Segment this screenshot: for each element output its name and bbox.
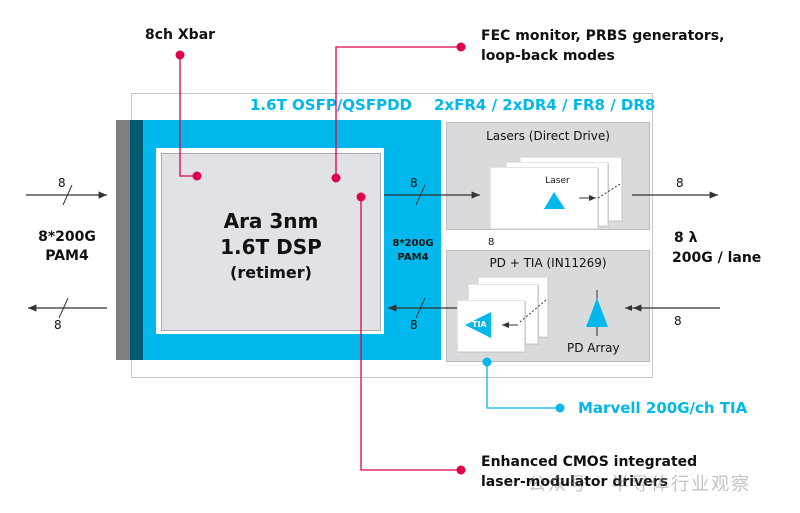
tia-card: [457, 300, 525, 352]
line-rx-lanes: 8: [674, 314, 682, 328]
line-line1: 8 λ: [674, 230, 698, 246]
xbar-callout: 8ch Xbar: [145, 27, 216, 43]
dsp-line2: 1.6T DSP: [220, 235, 322, 259]
tia-callout: Marvell 200G/ch TIA: [578, 399, 748, 417]
dsp-line1: Ara 3nm: [223, 209, 319, 233]
host-rx-lanes: 8: [58, 176, 66, 190]
line-line2: 200G / lane: [672, 250, 762, 266]
internal-tx-lanes: 8: [410, 176, 418, 190]
internal-rx-lanes: 8: [410, 318, 418, 332]
line-tx-lanes: 8: [676, 176, 684, 190]
form-factor-label: 1.6T OSFP/QSFPDD: [250, 96, 412, 114]
tia-label: TIA: [472, 320, 487, 329]
host-signal-label: 8*200G PAM4: [26, 228, 108, 266]
fec-line1: FEC monitor, PRBS generators,: [481, 28, 725, 44]
connector-inner: [130, 120, 143, 360]
edge-connector: [116, 120, 130, 360]
internal-mid-lanes: 8: [488, 237, 495, 248]
optics-label: 2xFR4 / 2xDR4 / FR8 / DR8: [434, 96, 656, 114]
internal-line2: PAM4: [397, 252, 429, 263]
internal-line1: 8*200G: [392, 238, 434, 249]
dsp-label: Ara 3nm 1.6T DSP (retimer): [161, 208, 381, 286]
pd-array-label: PD Array: [567, 341, 620, 355]
cmos-callout: Enhanced CMOS integrated laser-modulator…: [481, 452, 697, 492]
cmos-dot-end: [456, 465, 466, 475]
fec-callout: FEC monitor, PRBS generators, loop-back …: [481, 26, 724, 66]
laser-label: Laser: [545, 176, 570, 186]
host-tx-lanes: 8: [54, 318, 62, 332]
host-line2: PAM4: [45, 248, 89, 264]
host-tx-slash: [58, 297, 69, 319]
lasers-title: Lasers (Direct Drive): [486, 129, 610, 143]
host-line1: 8*200G: [38, 229, 96, 245]
dsp-line3: (retimer): [230, 263, 312, 282]
fec-line2: loop-back modes: [481, 48, 615, 64]
tia-dot-end: [555, 403, 565, 413]
cmos-line1: Enhanced CMOS integrated: [481, 454, 698, 470]
line-signal-label: 8 λ 200G / lane: [672, 228, 761, 268]
watermark: 公众号 · 半导体行业观察: [528, 474, 752, 495]
xbar-dot-top: [175, 50, 185, 60]
pd-tia-title: PD + TIA (IN11269): [489, 256, 607, 270]
dsp-chip: [161, 153, 381, 331]
cmos-line2: laser-modulator drivers: [481, 474, 668, 490]
fec-dot-top: [456, 42, 466, 52]
internal-signal-label: 8*200G PAM4: [385, 237, 441, 265]
